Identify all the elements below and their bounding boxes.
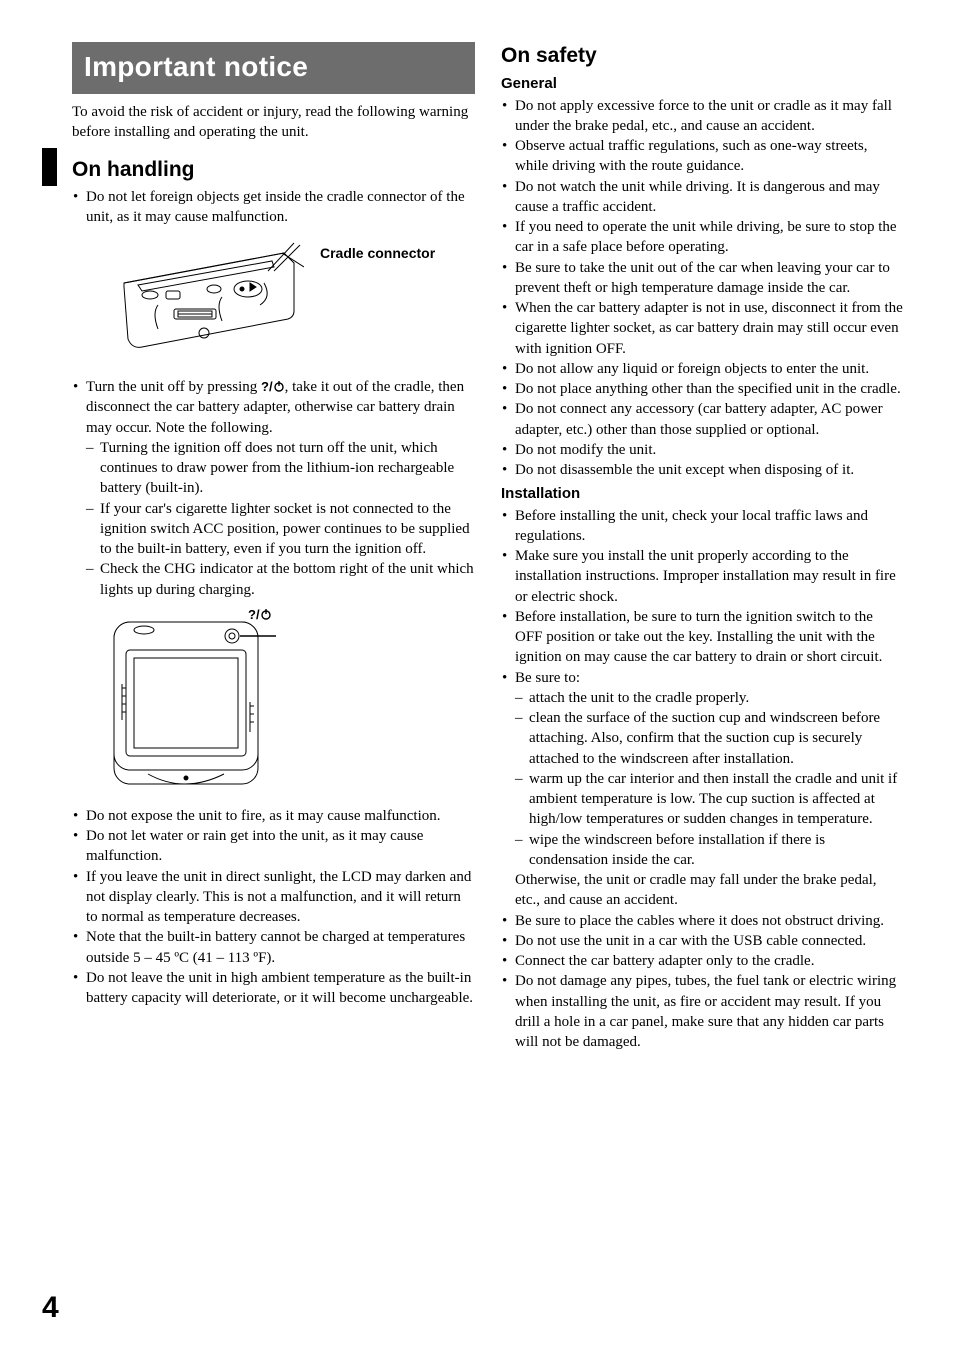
install-bullet: Make sure you install the unit properly … (501, 546, 904, 607)
handling-bullet: Note that the built-in battery cannot be… (72, 927, 475, 968)
figure1-caption: Cradle connector (320, 245, 435, 262)
b2-pre: Turn the unit off by pressing (86, 379, 261, 395)
cradle-connector-svg (114, 235, 304, 355)
figure-unit-power: ?/ (72, 608, 475, 796)
install-bullet: Connect the car battery adapter only to … (501, 951, 904, 971)
page-number: 4 (42, 1288, 59, 1329)
general-bullet: Do not apply excessive force to the unit… (501, 96, 904, 137)
general-bullet: Do not allow any liquid or foreign objec… (501, 359, 904, 379)
installation-subhead: Installation (501, 484, 904, 504)
install-dash: wipe the windscreen before installation … (515, 830, 904, 871)
general-bullet: Do not connect any accessory (car batter… (501, 399, 904, 440)
handling-dash: Check the CHG indicator at the bottom ri… (86, 559, 475, 600)
install-dash: attach the unit to the cradle properly. (515, 688, 904, 708)
install-bullet: Be sure to: attach the unit to the cradl… (501, 668, 904, 911)
on-safety-heading: On safety (501, 42, 904, 70)
handling-dash: If your car's cigarette lighter socket i… (86, 499, 475, 560)
install-dash: warm up the car interior and then instal… (515, 769, 904, 830)
power-icon (273, 380, 285, 392)
unit-svg (108, 610, 278, 794)
general-subhead: General (501, 74, 904, 94)
figure-cradle-connector: Cradle connector (72, 235, 475, 363)
install-b4-text: Be sure to: (515, 670, 580, 686)
install-bullet: Be sure to place the cables where it doe… (501, 911, 904, 931)
important-notice-heading: Important notice (72, 42, 475, 94)
figure2-caption: ?/ (248, 606, 272, 624)
handling-bullet: Do not leave the unit in high ambient te… (72, 968, 475, 1009)
on-handling-heading: On handling (72, 156, 475, 184)
handling-bullet: Do not expose the unit to fire, as it ma… (72, 806, 475, 826)
power-button-label: ?/ (261, 379, 273, 394)
handling-dash: Turning the ignition off does not turn o… (86, 438, 475, 499)
right-column: On safety General Do not apply excessive… (501, 42, 904, 1052)
intro-paragraph: To avoid the risk of accident or injury,… (72, 102, 475, 143)
power-icon (260, 608, 272, 620)
general-bullet: Be sure to take the unit out of the car … (501, 258, 904, 299)
general-bullet: Do not disassemble the unit except when … (501, 460, 904, 480)
install-bullet: Do not use the unit in a car with the US… (501, 931, 904, 951)
handling-bullet: If you leave the unit in direct sunlight… (72, 867, 475, 928)
handling-bullet: Turn the unit off by pressing ?/, take i… (72, 377, 475, 600)
install-otherwise: Otherwise, the unit or cradle may fall u… (515, 870, 904, 911)
left-column: Important notice To avoid the risk of ac… (72, 42, 475, 1052)
side-tab (42, 148, 57, 186)
install-dash: clean the surface of the suction cup and… (515, 708, 904, 769)
handling-bullet: Do not let water or rain get into the un… (72, 826, 475, 867)
general-bullet: Do not place anything other than the spe… (501, 379, 904, 399)
handling-bullet: Do not let foreign objects get inside th… (72, 187, 475, 228)
install-bullet: Before installation, be sure to turn the… (501, 607, 904, 668)
general-bullet: Observe actual traffic regulations, such… (501, 136, 904, 177)
general-bullet: Do not modify the unit. (501, 440, 904, 460)
install-bullet: Do not damage any pipes, tubes, the fuel… (501, 971, 904, 1052)
general-bullet: Do not watch the unit while driving. It … (501, 177, 904, 218)
install-bullet: Before installing the unit, check your l… (501, 506, 904, 547)
general-bullet: If you need to operate the unit while dr… (501, 217, 904, 258)
page-columns: Important notice To avoid the risk of ac… (72, 42, 904, 1052)
general-bullet: When the car battery adapter is not in u… (501, 298, 904, 359)
